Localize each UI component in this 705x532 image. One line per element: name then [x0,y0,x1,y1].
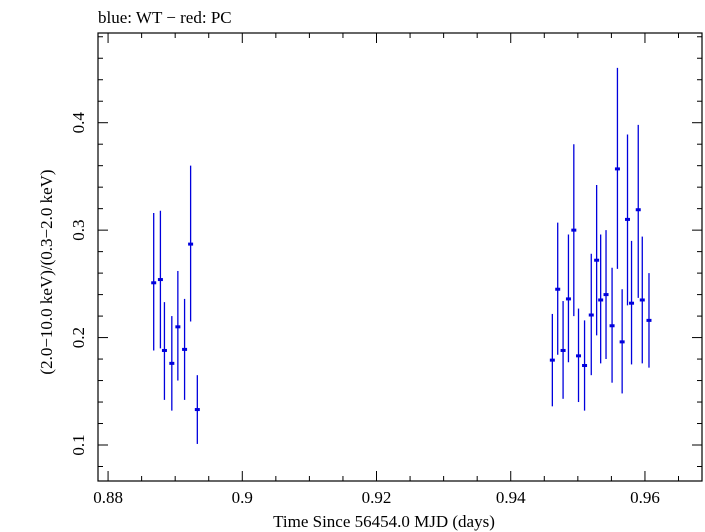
data-point [635,208,641,212]
x-tick-label: 0.94 [496,488,526,507]
data-point [609,324,615,328]
data-point [619,340,625,344]
data-point [571,228,577,232]
data-point [598,298,604,302]
x-tick-label: 0.96 [630,488,660,507]
data-point [588,313,594,317]
x-tick-label: 0.92 [362,488,392,507]
data-point [169,361,175,365]
data-points [151,67,652,444]
data-point [194,408,200,412]
data-point [555,287,561,291]
y-tick-label: 0.4 [69,112,88,134]
data-point [582,364,588,368]
data-point [594,258,600,262]
plot-frame [97,32,703,482]
y-axis-ticks: 0.1 0.2 0.3 0.4 [69,36,702,467]
y-tick-label: 0.2 [69,327,88,348]
data-point [188,242,194,246]
data-point [625,217,631,221]
x-axis-ticks: 0.88 0.9 0.92 0.94 0.96 [93,33,680,507]
data-point [576,354,582,358]
data-point [614,167,620,171]
data-point [182,347,188,351]
x-tick-label: 0.9 [232,488,253,507]
x-tick-label: 0.88 [93,488,123,507]
y-tick-label: 0.1 [69,434,88,455]
data-point [157,278,163,282]
data-point [639,298,645,302]
y-tick-label: 0.3 [69,220,88,241]
data-point [549,358,555,362]
data-point [646,318,652,322]
data-point [603,293,609,297]
data-point [175,325,181,329]
data-point [151,281,157,285]
data-point [560,348,566,352]
y-axis-label: (2.0−10.0 keV)/(0.3−2.0 keV) [37,169,56,374]
chart-title: blue: WT − red: PC [98,8,232,27]
data-point [629,301,635,305]
x-axis-label: Time Since 56454.0 MJD (days) [273,512,495,531]
data-point [565,297,571,301]
data-point [161,348,167,352]
